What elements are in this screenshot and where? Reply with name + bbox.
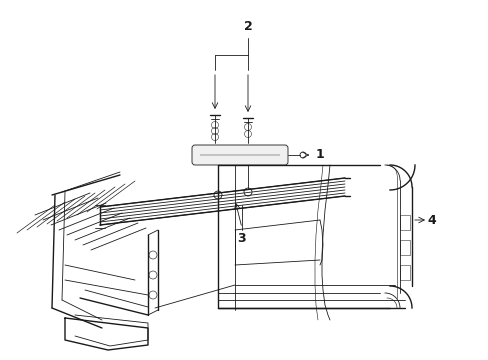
Bar (399, 265, 409, 280)
Bar (399, 240, 409, 255)
Text: 2: 2 (243, 19, 252, 32)
Text: 1: 1 (315, 148, 324, 162)
Circle shape (299, 152, 305, 158)
Text: 3: 3 (237, 231, 246, 244)
Text: 4: 4 (427, 213, 435, 226)
FancyBboxPatch shape (192, 145, 287, 165)
Bar (399, 215, 409, 230)
